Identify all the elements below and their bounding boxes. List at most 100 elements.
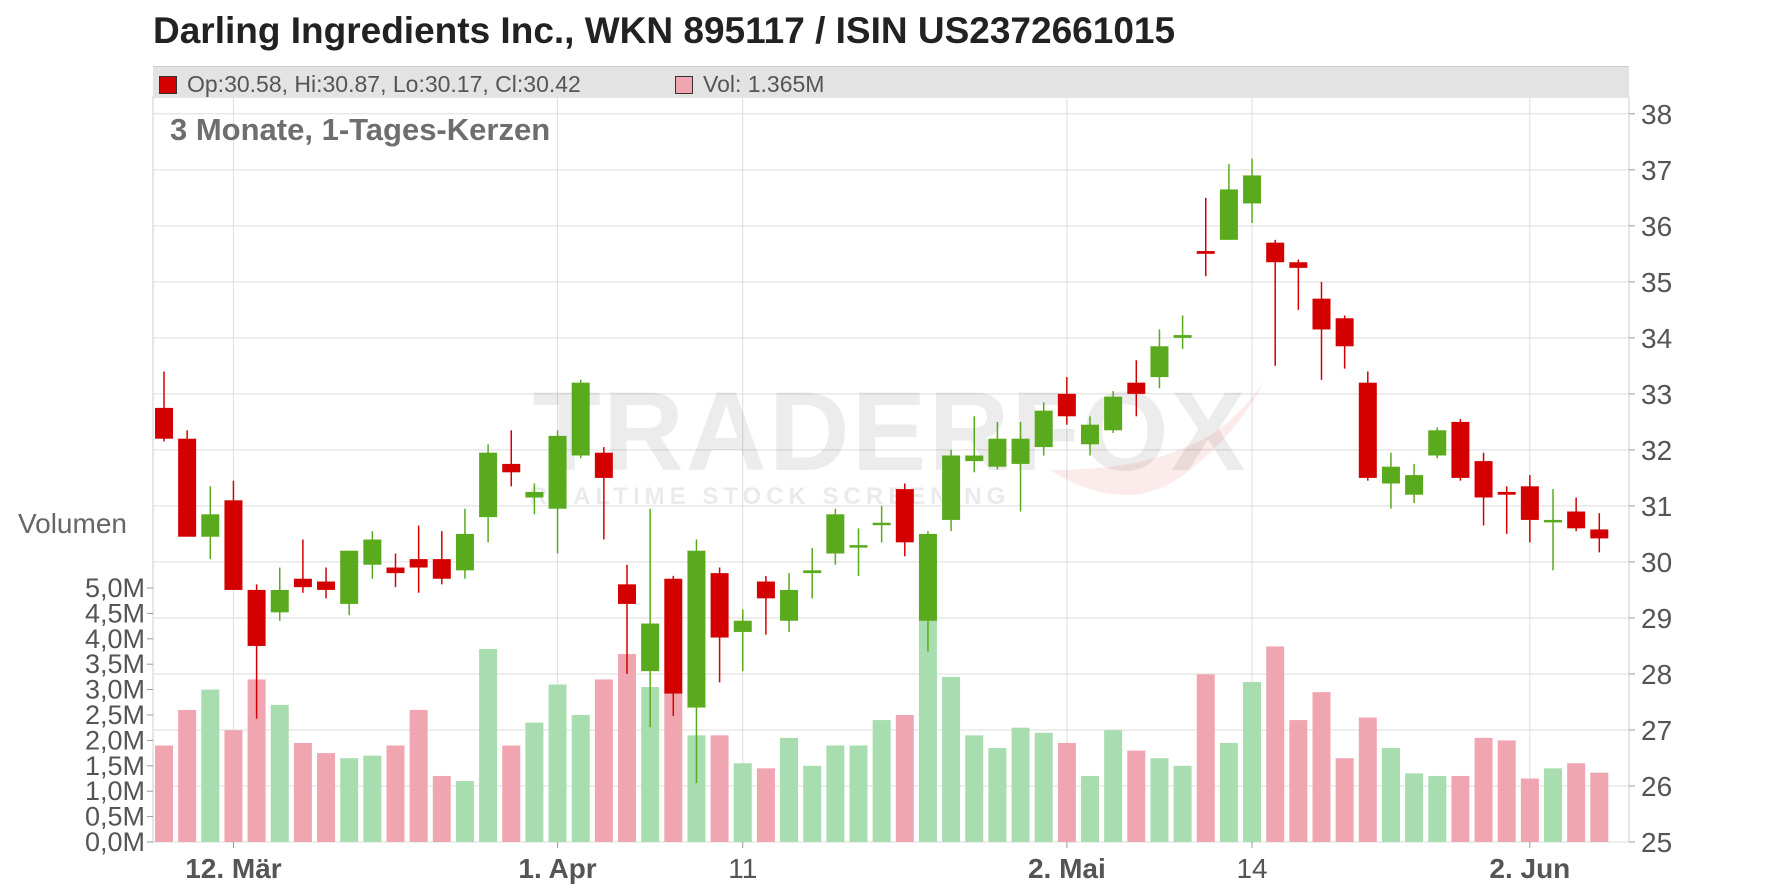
candle-body bbox=[455, 533, 474, 571]
candle-body bbox=[1127, 382, 1146, 394]
price-tick-label: 34 bbox=[1641, 323, 1672, 354]
chart-title: Darling Ingredients Inc., WKN 895117 / I… bbox=[153, 10, 1176, 51]
volume-tick-label: 3,0M bbox=[85, 675, 145, 705]
volume-bar bbox=[1497, 740, 1516, 842]
watermark-brand: TRADERFOX bbox=[533, 369, 1248, 494]
candle-body bbox=[571, 382, 590, 456]
volume-bar bbox=[1196, 674, 1215, 842]
candle-body bbox=[918, 533, 937, 621]
volume-tick-label: 2,5M bbox=[85, 700, 145, 730]
volume-bar bbox=[849, 745, 868, 842]
candle-body bbox=[1057, 393, 1076, 417]
watermark-tagline: REALTIME STOCK SCREENING bbox=[530, 483, 1010, 510]
candle-body bbox=[1150, 346, 1169, 378]
candle-body bbox=[965, 455, 984, 462]
volume-bar bbox=[1381, 748, 1400, 842]
candle-body bbox=[1358, 382, 1377, 478]
volume-bar bbox=[1104, 730, 1123, 842]
volume-bar bbox=[687, 735, 706, 842]
volume-bar bbox=[155, 745, 173, 842]
candle-body bbox=[155, 407, 173, 439]
volume-bar bbox=[618, 654, 636, 842]
volume-bar bbox=[1034, 732, 1053, 842]
volume-bar bbox=[872, 720, 891, 842]
candle-body bbox=[826, 514, 845, 554]
volume-bar bbox=[1266, 646, 1285, 842]
volume-bar bbox=[988, 748, 1007, 842]
candle-body bbox=[363, 539, 382, 565]
volume-bar bbox=[1219, 742, 1238, 842]
volume-bar bbox=[1243, 681, 1262, 842]
candle-body bbox=[1381, 466, 1400, 484]
volume-bar bbox=[1520, 778, 1539, 842]
candle-body bbox=[1312, 298, 1331, 330]
price-tick-label: 33 bbox=[1641, 379, 1672, 410]
volume-bar bbox=[895, 715, 914, 842]
volume-axis-label: Volumen bbox=[18, 508, 127, 539]
candle-body bbox=[664, 578, 683, 694]
candle-body bbox=[1520, 486, 1539, 520]
price-tick-label: 32 bbox=[1641, 435, 1672, 466]
volume-bar bbox=[1405, 773, 1424, 842]
candle-body bbox=[1567, 511, 1586, 529]
candle-body bbox=[1173, 335, 1192, 338]
candles bbox=[155, 158, 1609, 784]
candle-body bbox=[340, 550, 359, 604]
date-tick-label: 12. Mär bbox=[185, 853, 282, 884]
candle-body bbox=[548, 435, 567, 509]
volume-bar bbox=[409, 709, 428, 842]
legend-volume: Vol: 1.365M bbox=[675, 71, 824, 98]
volume-bar bbox=[1173, 765, 1192, 842]
candle-body bbox=[803, 570, 822, 574]
volume-bar bbox=[1544, 768, 1562, 842]
volume-bar bbox=[363, 755, 382, 842]
volume-bar bbox=[803, 765, 822, 842]
volume-bar bbox=[479, 648, 498, 842]
volume-bar bbox=[1358, 717, 1377, 842]
legend-ohlc: Op:30.58, Hi:30.87, Lo:30.17, Cl:30.42 bbox=[159, 71, 581, 98]
volume-bar bbox=[340, 758, 359, 842]
volume-tick-label: 2,0M bbox=[85, 725, 145, 755]
candle-body bbox=[942, 455, 961, 520]
date-tick-label: 2. Mai bbox=[1028, 853, 1106, 884]
candle-body bbox=[409, 559, 428, 568]
candle-body bbox=[1474, 461, 1493, 498]
volume-bar bbox=[594, 679, 613, 842]
candle-body bbox=[1405, 475, 1424, 495]
candle-body bbox=[594, 452, 613, 478]
candle-body bbox=[756, 581, 775, 599]
candle-body bbox=[293, 578, 312, 588]
price-tick-label: 27 bbox=[1641, 715, 1672, 746]
volume-tick-label: 1,5M bbox=[85, 751, 145, 781]
volume-tick-label: 4,5M bbox=[85, 598, 145, 628]
volume-bar bbox=[1590, 772, 1609, 842]
candle-body bbox=[1243, 175, 1262, 204]
volume-bar bbox=[317, 753, 336, 842]
candle-body bbox=[618, 584, 636, 604]
legend-ohlc-text: Op:30.58, Hi:30.87, Lo:30.17, Cl:30.42 bbox=[187, 71, 581, 97]
legend-volume-text: Vol: 1.365M bbox=[703, 71, 825, 97]
volume-bar bbox=[1474, 737, 1493, 842]
volume-bar bbox=[1451, 775, 1470, 842]
legend-volume-swatch bbox=[675, 75, 693, 94]
volume-bar bbox=[756, 768, 775, 842]
candle-body bbox=[1451, 421, 1470, 478]
candle-body bbox=[1335, 318, 1354, 347]
candle-body bbox=[988, 438, 1007, 467]
candle-body bbox=[1590, 529, 1609, 539]
volume-bar bbox=[918, 613, 937, 842]
candle-body bbox=[317, 581, 336, 590]
date-tick-label: 2. Jun bbox=[1489, 853, 1570, 884]
candle-body bbox=[780, 589, 799, 621]
volume-tick-label: 1,0M bbox=[85, 776, 145, 806]
volume-bar bbox=[386, 745, 405, 842]
volume-bar bbox=[247, 679, 266, 842]
candle-body bbox=[178, 438, 197, 537]
candle-body bbox=[479, 452, 498, 518]
candle-body bbox=[733, 620, 752, 632]
candle-body bbox=[1011, 438, 1030, 464]
date-tick-label: 11 bbox=[728, 853, 757, 884]
volume-bar bbox=[293, 742, 312, 842]
candle-body bbox=[1081, 424, 1099, 445]
